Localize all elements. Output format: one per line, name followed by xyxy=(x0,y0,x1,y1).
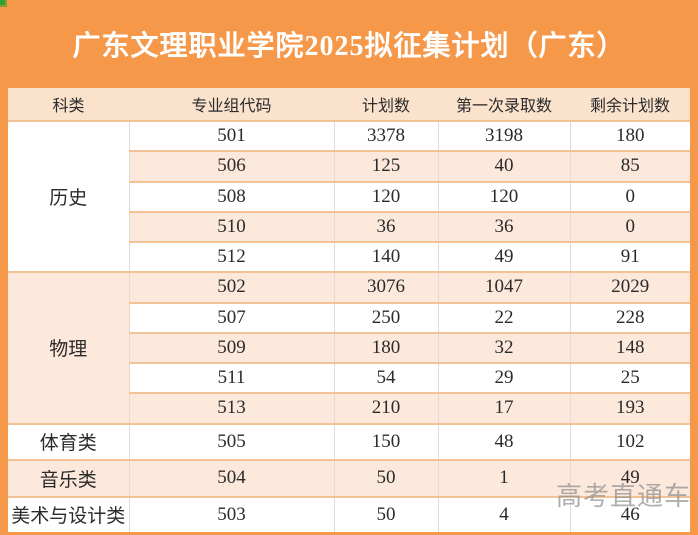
plan-count-cell: 150 xyxy=(333,422,438,461)
first-admit-count-cell: 48 xyxy=(437,422,570,461)
plan-count-cell: 36 xyxy=(333,210,438,242)
column-header-category: 科类 xyxy=(8,88,129,121)
remaining-count-cell: 193 xyxy=(569,392,690,424)
remaining-count-cell: 0 xyxy=(569,210,690,242)
remaining-count-cell: 2029 xyxy=(569,271,690,303)
header-row: 科类 专业组代码 计划数 第一次录取数 剩余计划数 xyxy=(8,88,690,121)
plan-count-cell: 50 xyxy=(333,495,438,532)
table-row: 513 210 17 193 xyxy=(8,392,690,424)
group-code-cell: 505 xyxy=(128,422,334,461)
table-row: 512 140 49 91 xyxy=(8,240,690,273)
first-admit-count-cell: 120 xyxy=(437,180,570,212)
table-row: 507 250 22 228 xyxy=(8,301,690,333)
first-admit-count-cell: 17 xyxy=(437,392,570,424)
first-admit-count-cell: 1 xyxy=(437,459,570,497)
remaining-count-cell: 91 xyxy=(569,240,690,273)
plan-count-cell: 180 xyxy=(333,331,438,363)
remaining-count-cell: 46 xyxy=(569,495,690,532)
remaining-count-cell: 25 xyxy=(569,361,690,394)
group-code-cell: 502 xyxy=(128,271,334,303)
plan-count-cell: 250 xyxy=(333,301,438,333)
table-body: 历史 501 3378 3198 180 506 125 40 85 508 120 120 0 510 3… xyxy=(8,119,690,532)
table-row: 510 36 36 0 xyxy=(8,210,690,242)
category-cell: 音乐类 xyxy=(8,459,129,497)
plan-count-cell: 125 xyxy=(333,150,438,182)
plan-table: 科类 专业组代码 计划数 第一次录取数 剩余计划数 历史 501 3378 3198 1… xyxy=(8,88,690,532)
first-admit-count-cell: 32 xyxy=(437,331,570,363)
plan-count-cell: 3378 xyxy=(333,119,438,152)
column-header-remaining-count: 剩余计划数 xyxy=(570,88,690,121)
plan-count-cell: 50 xyxy=(333,459,438,497)
remaining-count-cell: 0 xyxy=(569,180,690,212)
remaining-count-cell: 102 xyxy=(569,422,690,461)
first-admit-count-cell: 49 xyxy=(437,240,570,273)
group-code-cell: 504 xyxy=(128,459,334,497)
group-code-cell: 503 xyxy=(128,495,334,532)
table-row: 511 54 29 25 xyxy=(8,361,690,394)
remaining-count-cell: 228 xyxy=(569,301,690,333)
table-row: 体育类 505 150 48 102 xyxy=(8,422,690,461)
group-code-cell: 511 xyxy=(128,361,334,394)
page-title: 广东文理职业学院2025拟征集计划（广东） xyxy=(72,31,626,62)
first-admit-count-cell: 1047 xyxy=(437,271,570,303)
plan-table-wrap: 科类 专业组代码 计划数 第一次录取数 剩余计划数 历史 501 3378 3198 1… xyxy=(8,88,690,532)
first-admit-count-cell: 29 xyxy=(437,361,570,394)
plan-count-cell: 54 xyxy=(333,361,438,394)
category-cell: 美术与设计类 xyxy=(8,495,129,532)
table-row: 物理 502 3076 1047 2029 xyxy=(8,271,690,424)
group-code-cell: 507 xyxy=(128,301,334,333)
first-admit-count-cell: 22 xyxy=(437,301,570,333)
group-code-cell: 508 xyxy=(128,180,334,212)
plan-count-cell: 140 xyxy=(333,240,438,273)
category-cell: 历史 xyxy=(8,119,129,273)
column-header-plan-count: 计划数 xyxy=(334,88,438,121)
first-admit-count-cell: 4 xyxy=(437,495,570,532)
column-header-group-code: 专业组代码 xyxy=(129,88,334,121)
plan-count-cell: 120 xyxy=(333,180,438,212)
group-code-cell: 501 xyxy=(128,119,334,152)
table-row: 509 180 32 148 xyxy=(8,331,690,363)
green-corner-artifact xyxy=(0,0,7,7)
table-row: 美术与设计类 503 50 4 46 xyxy=(8,495,690,532)
group-code-cell: 513 xyxy=(128,392,334,424)
plan-count-cell: 210 xyxy=(333,392,438,424)
group-code-cell: 509 xyxy=(128,331,334,363)
category-cell: 体育类 xyxy=(8,422,129,461)
category-cell: 物理 xyxy=(8,271,129,424)
table-row: 历史 501 3378 3198 180 xyxy=(8,119,690,273)
first-admit-count-cell: 3198 xyxy=(437,119,570,152)
first-admit-count-cell: 40 xyxy=(437,150,570,182)
table-row: 508 120 120 0 xyxy=(8,180,690,212)
table-row: 506 125 40 85 xyxy=(8,150,690,182)
plan-count-cell: 3076 xyxy=(333,271,438,303)
table-row: 音乐类 504 50 1 49 xyxy=(8,459,690,497)
group-code-cell: 512 xyxy=(128,240,334,273)
title-band: 广东文理职业学院2025拟征集计划（广东） xyxy=(0,0,698,88)
remaining-count-cell: 180 xyxy=(569,119,690,152)
group-code-cell: 506 xyxy=(128,150,334,182)
remaining-count-cell: 49 xyxy=(569,459,690,497)
first-admit-count-cell: 36 xyxy=(437,210,570,242)
remaining-count-cell: 148 xyxy=(569,331,690,363)
column-header-first-admit-count: 第一次录取数 xyxy=(438,88,570,121)
remaining-count-cell: 85 xyxy=(569,150,690,182)
group-code-cell: 510 xyxy=(128,210,334,242)
